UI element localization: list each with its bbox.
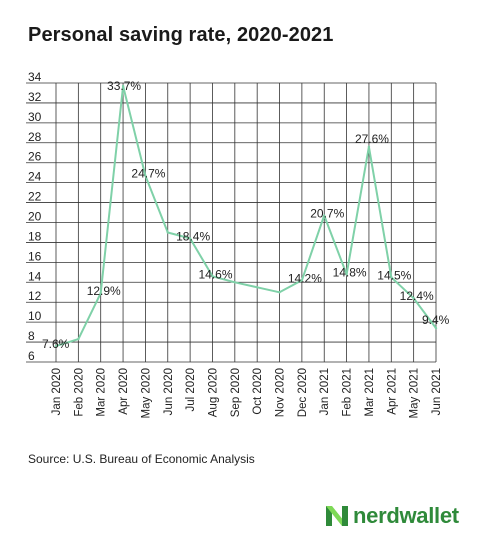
x-tick-label: Jan 2021 bbox=[319, 368, 331, 415]
x-tick-label: Feb 2021 bbox=[342, 368, 354, 417]
grid bbox=[26, 82, 437, 363]
data-point bbox=[211, 275, 214, 278]
data-point bbox=[77, 337, 80, 341]
data-label: 14.6% bbox=[198, 267, 232, 281]
chart-title: Personal saving rate, 2020-2021 bbox=[28, 24, 334, 46]
y-tick-label: 14 bbox=[28, 269, 42, 283]
x-tick-label: Oct 2020 bbox=[252, 368, 264, 415]
data-point bbox=[99, 292, 102, 295]
data-point bbox=[121, 84, 125, 88]
series-line-group bbox=[54, 84, 438, 348]
brand-name: nerdwallet bbox=[353, 503, 459, 528]
x-tick-label: Apr 2020 bbox=[118, 368, 130, 415]
x-tick-label: Mar 2021 bbox=[364, 368, 376, 417]
data-label: 18.4% bbox=[176, 229, 210, 243]
x-tick-label: Jan 2020 bbox=[51, 368, 63, 415]
x-tick-label: May 2020 bbox=[140, 368, 152, 419]
y-tick-label: 30 bbox=[28, 110, 42, 124]
data-point bbox=[300, 279, 304, 282]
x-tick-label: Jun 2020 bbox=[163, 368, 175, 415]
y-tick-label: 16 bbox=[28, 249, 42, 263]
y-tick-label: 6 bbox=[28, 349, 35, 363]
data-label: 33.7% bbox=[107, 79, 141, 93]
y-tick-label: 28 bbox=[28, 130, 42, 144]
nerdwallet-n-icon bbox=[326, 506, 348, 526]
data-point bbox=[412, 297, 415, 300]
x-tick-label: Jul 2020 bbox=[185, 368, 197, 411]
x-axis-tick-labels: Jan 2020 Feb 2020 Mar 2020 Apr 2020 May 2020… bbox=[51, 368, 443, 419]
y-tick-label: 18 bbox=[28, 229, 42, 243]
data-point bbox=[188, 237, 192, 240]
x-tick-label: Mar 2020 bbox=[96, 368, 108, 417]
y-tick-label: 34 bbox=[28, 70, 42, 84]
y-axis-tick-labels: 6 8 10 12 14 16 18 20 22 24 26 28 30 32 34 bbox=[28, 70, 42, 363]
data-point bbox=[255, 286, 259, 289]
x-tick-label: Apr 2021 bbox=[386, 368, 398, 415]
data-label: 27.6% bbox=[355, 132, 389, 146]
y-tick-label: 12 bbox=[28, 289, 42, 303]
data-point bbox=[323, 214, 326, 217]
y-tick-label: 20 bbox=[28, 210, 42, 224]
data-point bbox=[278, 291, 281, 294]
data-point bbox=[166, 231, 169, 234]
data-point bbox=[345, 273, 348, 276]
x-tick-label: Dec 2020 bbox=[297, 368, 309, 417]
data-label: 12.4% bbox=[400, 289, 434, 303]
y-tick-label: 32 bbox=[28, 90, 42, 104]
data-label: 20.7% bbox=[310, 207, 344, 221]
data-label: 12.9% bbox=[87, 284, 121, 298]
data-label: 9.4% bbox=[422, 313, 450, 327]
y-tick-label: 26 bbox=[28, 150, 42, 164]
series-line bbox=[55, 85, 437, 348]
data-point bbox=[54, 344, 58, 348]
data-label: 14.5% bbox=[377, 268, 411, 282]
data-point bbox=[233, 281, 237, 284]
x-tick-label: Aug 2020 bbox=[207, 368, 219, 417]
data-point bbox=[434, 326, 438, 330]
brand-logo: nerdwallet bbox=[325, 503, 459, 529]
line-chart: 6 8 10 12 14 16 18 20 22 24 26 28 30 32 34 Jan 2020 Feb… bbox=[26, 70, 450, 419]
y-tick-label: 24 bbox=[28, 170, 42, 184]
x-tick-label: Nov 2020 bbox=[275, 368, 287, 417]
y-tick-label: 22 bbox=[28, 190, 42, 204]
y-tick-label: 10 bbox=[28, 309, 42, 323]
data-label: 24.7% bbox=[131, 167, 165, 181]
y-tick-label: 8 bbox=[28, 329, 35, 343]
x-tick-label: Sep 2020 bbox=[230, 368, 242, 417]
data-labels: 7.6% 12.9% 33.7% 24.7% 18.4% 14.6% 14.2% 20.7% 1… bbox=[42, 79, 450, 351]
x-tick-label: Jun 2021 bbox=[431, 368, 443, 415]
data-label: 14.8% bbox=[333, 265, 367, 279]
x-tick-label: May 2021 bbox=[409, 368, 421, 419]
data-label: 7.6% bbox=[42, 337, 70, 351]
source-note: Source: U.S. Bureau of Economic Analysis bbox=[28, 452, 255, 466]
x-tick-label: Feb 2020 bbox=[73, 368, 85, 417]
data-point bbox=[144, 174, 147, 177]
data-point bbox=[367, 145, 371, 148]
data-point bbox=[390, 276, 393, 279]
data-label: 14.2% bbox=[288, 271, 322, 285]
